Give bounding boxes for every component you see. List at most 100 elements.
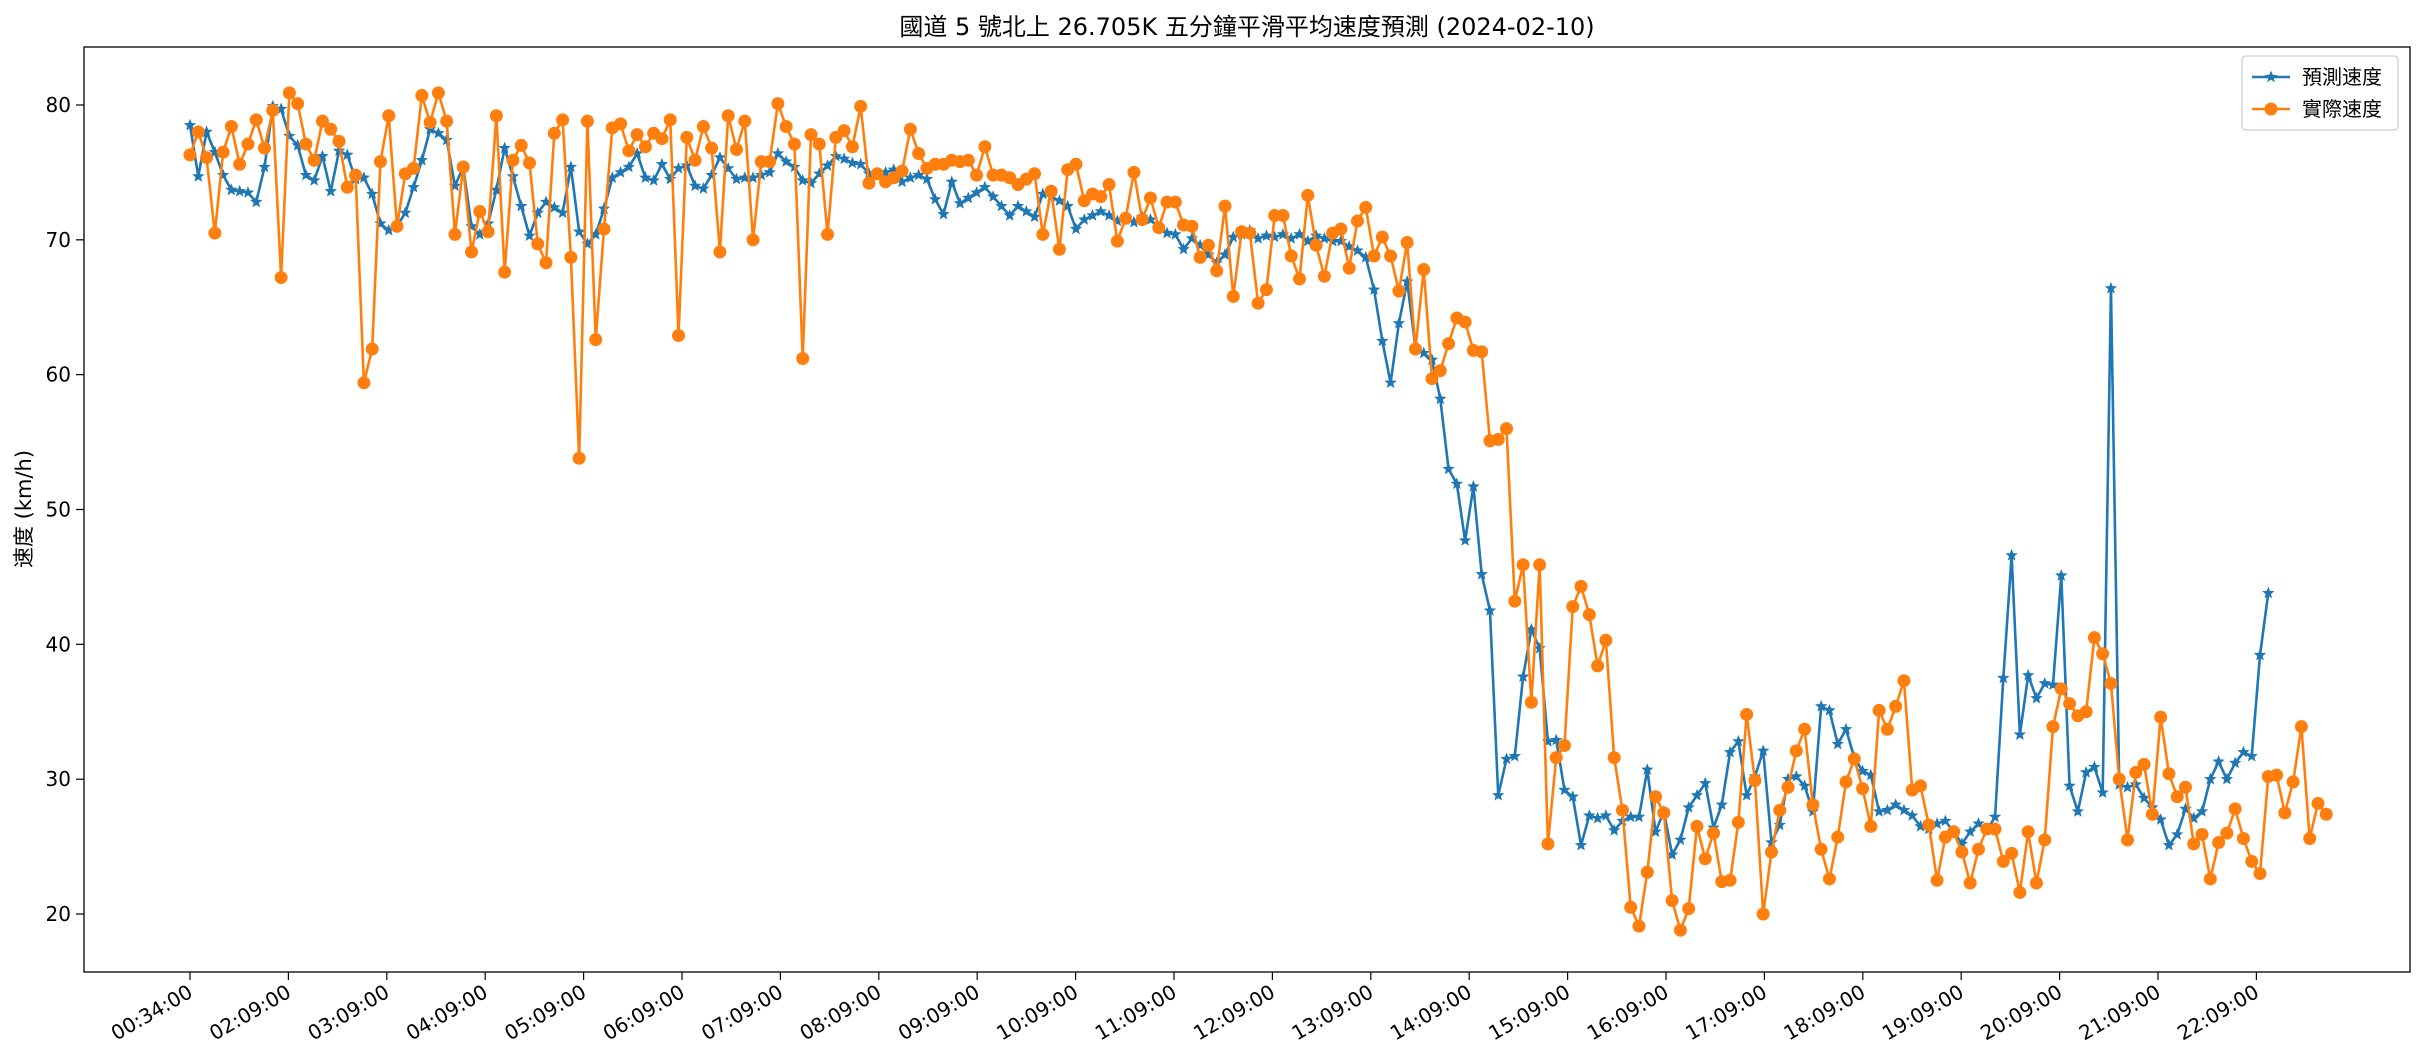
data-point [1210,264,1224,278]
data-point [415,153,429,166]
data-point [1798,722,1812,736]
data-point [1781,772,1795,785]
data-point [2005,548,2018,561]
data-point [1997,671,2010,684]
data-point [341,148,354,161]
data-point [978,180,992,193]
data-point [630,128,644,142]
data-point [1641,763,1654,775]
data-point [804,176,818,189]
data-point [489,109,503,123]
data-point [316,149,329,162]
data-point [1036,227,1050,241]
data-point [995,199,1008,212]
data-point [1814,699,1828,712]
data-point [2253,648,2267,661]
data-point [1881,803,1894,816]
data-point [1649,790,1663,804]
legend-label: 實際速度 [2302,97,2382,121]
data-point [1260,229,1273,242]
data-point [647,173,660,186]
data-point [241,137,255,151]
data-point [1665,848,1679,860]
data-point [1293,272,1307,286]
data-point [1731,815,1745,829]
data-point [2228,756,2242,769]
data-point [1582,608,1596,622]
data-point [390,219,404,233]
data-point [1939,814,1952,827]
data-point [1524,695,1538,709]
data-point [622,144,636,158]
data-point [1334,234,1348,247]
data-point [1227,230,1240,243]
data-point [970,168,984,182]
data-point [1425,353,1439,366]
data-point [1607,751,1621,765]
legend-marker [2264,102,2278,116]
data-point [1350,214,1364,228]
data-point [1591,811,1604,824]
data-point [1947,825,1961,839]
data-point [1972,817,1985,829]
data-point [1309,229,1323,242]
x-tick-label: 13:09:00 [1288,980,1378,1046]
data-point [1483,604,1497,616]
data-point [1011,199,1025,212]
data-point [1020,205,1033,217]
data-point [1442,337,1456,351]
data-point [580,114,594,128]
data-point [1757,744,1770,757]
data-point [1955,837,1969,850]
data-point [1930,873,1944,887]
data-point [2245,854,2259,868]
data-point [291,97,305,111]
data-point [688,179,702,192]
data-point [1218,199,1232,213]
data-point [697,182,710,194]
data-point [506,153,520,167]
data-point [547,126,561,140]
data-point [2228,802,2242,816]
data-point [1400,275,1414,287]
data-point [1773,818,1786,831]
data-point [465,219,478,232]
data-point [1392,316,1406,329]
data-point [2029,876,2043,890]
data-point [490,183,503,196]
data-point [2171,827,2184,840]
data-point [308,173,321,186]
data-point [332,144,346,157]
data-point [1856,764,1869,777]
data-point [440,133,453,146]
data-point [2063,697,2077,711]
data-point [282,86,296,100]
data-point [2212,755,2225,767]
data-point [1268,230,1281,243]
data-point [746,233,760,247]
data-point [663,113,677,127]
data-point [638,140,652,154]
data-point [895,175,909,188]
plot-background [84,47,2410,972]
data-point [1434,392,1447,405]
data-point [2212,836,2226,850]
data-point [1690,788,1704,801]
data-point [514,138,528,152]
data-point [2063,779,2076,792]
data-point [1251,296,1265,310]
data-point [1425,372,1439,386]
data-point [2195,827,2209,841]
data-point [2104,281,2118,294]
data-point [1491,432,1505,446]
data-point [2187,811,2200,824]
data-point [1897,674,1911,688]
data-point [581,237,594,250]
data-point [200,151,214,165]
data-point [1823,703,1836,716]
data-point [1723,745,1737,758]
data-point [440,114,454,128]
data-point [1566,600,1580,614]
data-point [1367,249,1381,263]
